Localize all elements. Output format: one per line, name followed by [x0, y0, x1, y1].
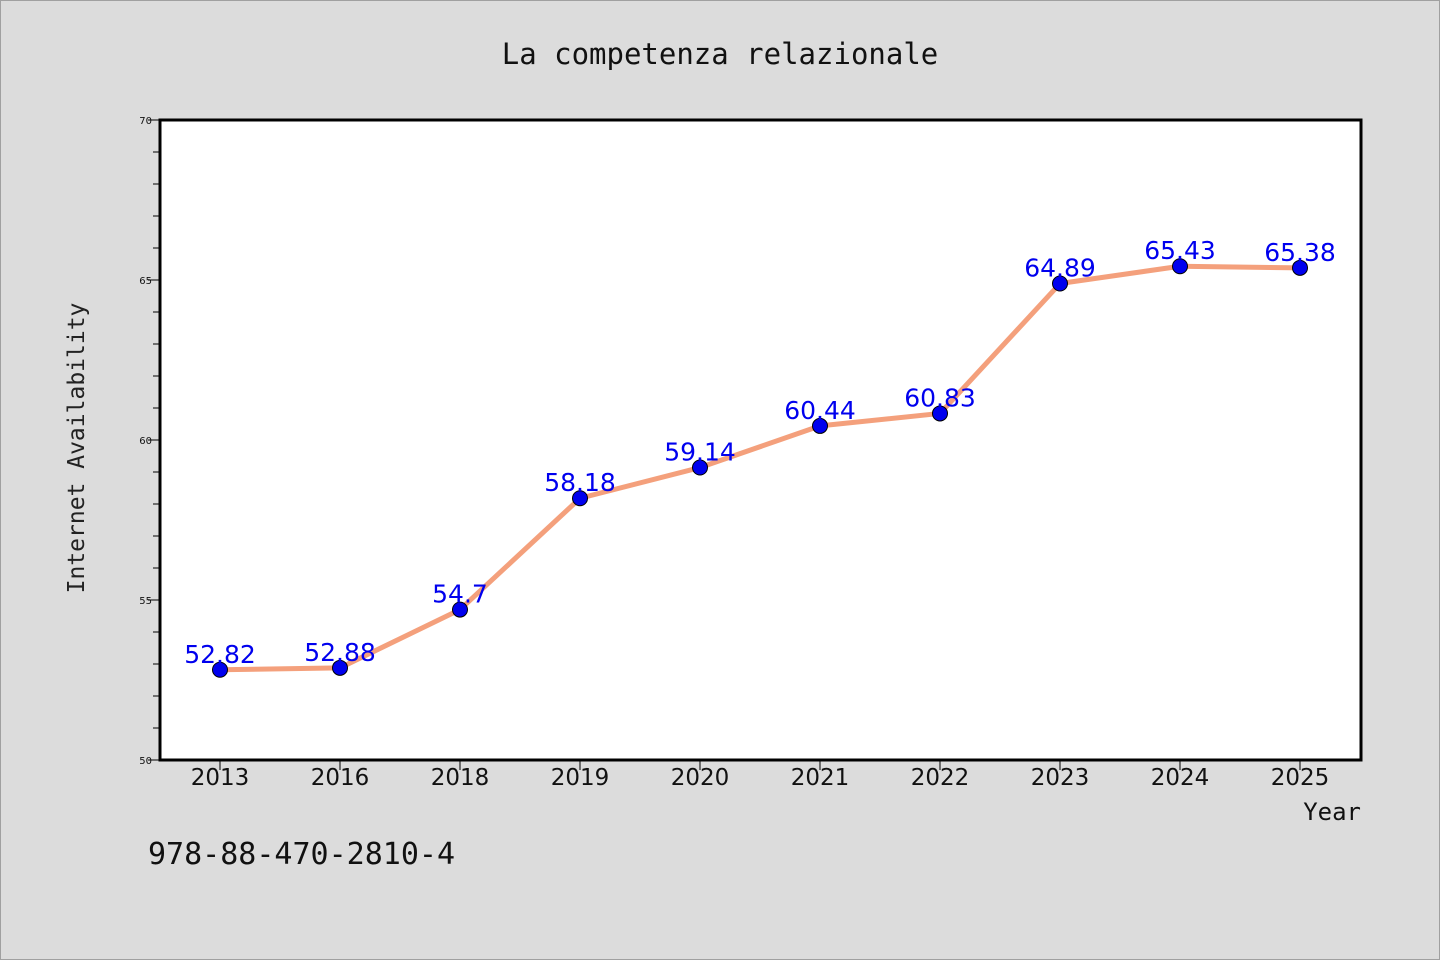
x-tick-label: 2023 — [1031, 765, 1090, 791]
x-tick-label: 2025 — [1271, 765, 1330, 791]
plot-area — [158, 118, 1363, 762]
x-tick-label: 2016 — [311, 765, 370, 791]
x-tick-label: 2019 — [551, 765, 610, 791]
y-axis-ticks: 50 55 60 65 70 — [139, 116, 160, 767]
y-tick-label: 55 — [139, 596, 152, 607]
data-label: 60.83 — [904, 383, 976, 412]
x-tick-label: 2022 — [911, 765, 970, 791]
data-label: 58.18 — [544, 468, 616, 497]
data-labels: 52.82 52.88 54.7 58.18 59.14 60.44 60.83 64.89 6… — [184, 236, 1336, 669]
series-line-group — [217, 263, 1303, 673]
data-point — [1052, 275, 1068, 292]
data-label: 64.89 — [1024, 254, 1096, 283]
y-axis-minor-ticks — [153, 151, 160, 729]
data-label: 65.43 — [1144, 236, 1216, 265]
x-axis-ticks: 2013 2016 2018 2019 2020 2021 2022 2023 2024 2025 — [191, 760, 1330, 791]
x-tick-label: 2021 — [791, 765, 850, 791]
x-tick-label: 2013 — [191, 765, 250, 791]
y-tick-label: 70 — [139, 116, 152, 127]
data-point — [812, 417, 828, 434]
x-tick-label: 2018 — [431, 765, 490, 791]
x-tick-label: 2020 — [671, 765, 730, 791]
data-label: 52.88 — [304, 638, 376, 667]
y-tick-label: 60 — [139, 436, 152, 447]
y-axis-label: Internet Availability — [64, 303, 90, 594]
x-axis-label: Year — [1303, 798, 1361, 826]
footer-isbn: 978-88-470-2810-4 — [148, 837, 455, 872]
y-tick-label: 65 — [139, 276, 152, 287]
data-label: 54.7 — [432, 580, 488, 609]
y-tick-label: 50 — [139, 756, 152, 767]
data-point — [932, 405, 948, 422]
chart-title: La competenza relazionale — [502, 37, 939, 71]
data-label: 59.14 — [664, 438, 736, 467]
data-point — [692, 459, 708, 476]
data-point — [332, 659, 348, 676]
data-label: 65.38 — [1264, 238, 1336, 267]
series-line — [217, 263, 1303, 673]
data-point — [212, 661, 228, 678]
data-point — [572, 490, 588, 507]
data-label: 52.82 — [184, 640, 256, 669]
data-point — [452, 601, 468, 618]
data-label: 60.44 — [784, 396, 856, 425]
x-tick-label: 2024 — [1151, 765, 1210, 791]
data-point — [1172, 258, 1188, 275]
data-point — [1292, 259, 1308, 276]
data-markers — [212, 258, 1308, 678]
